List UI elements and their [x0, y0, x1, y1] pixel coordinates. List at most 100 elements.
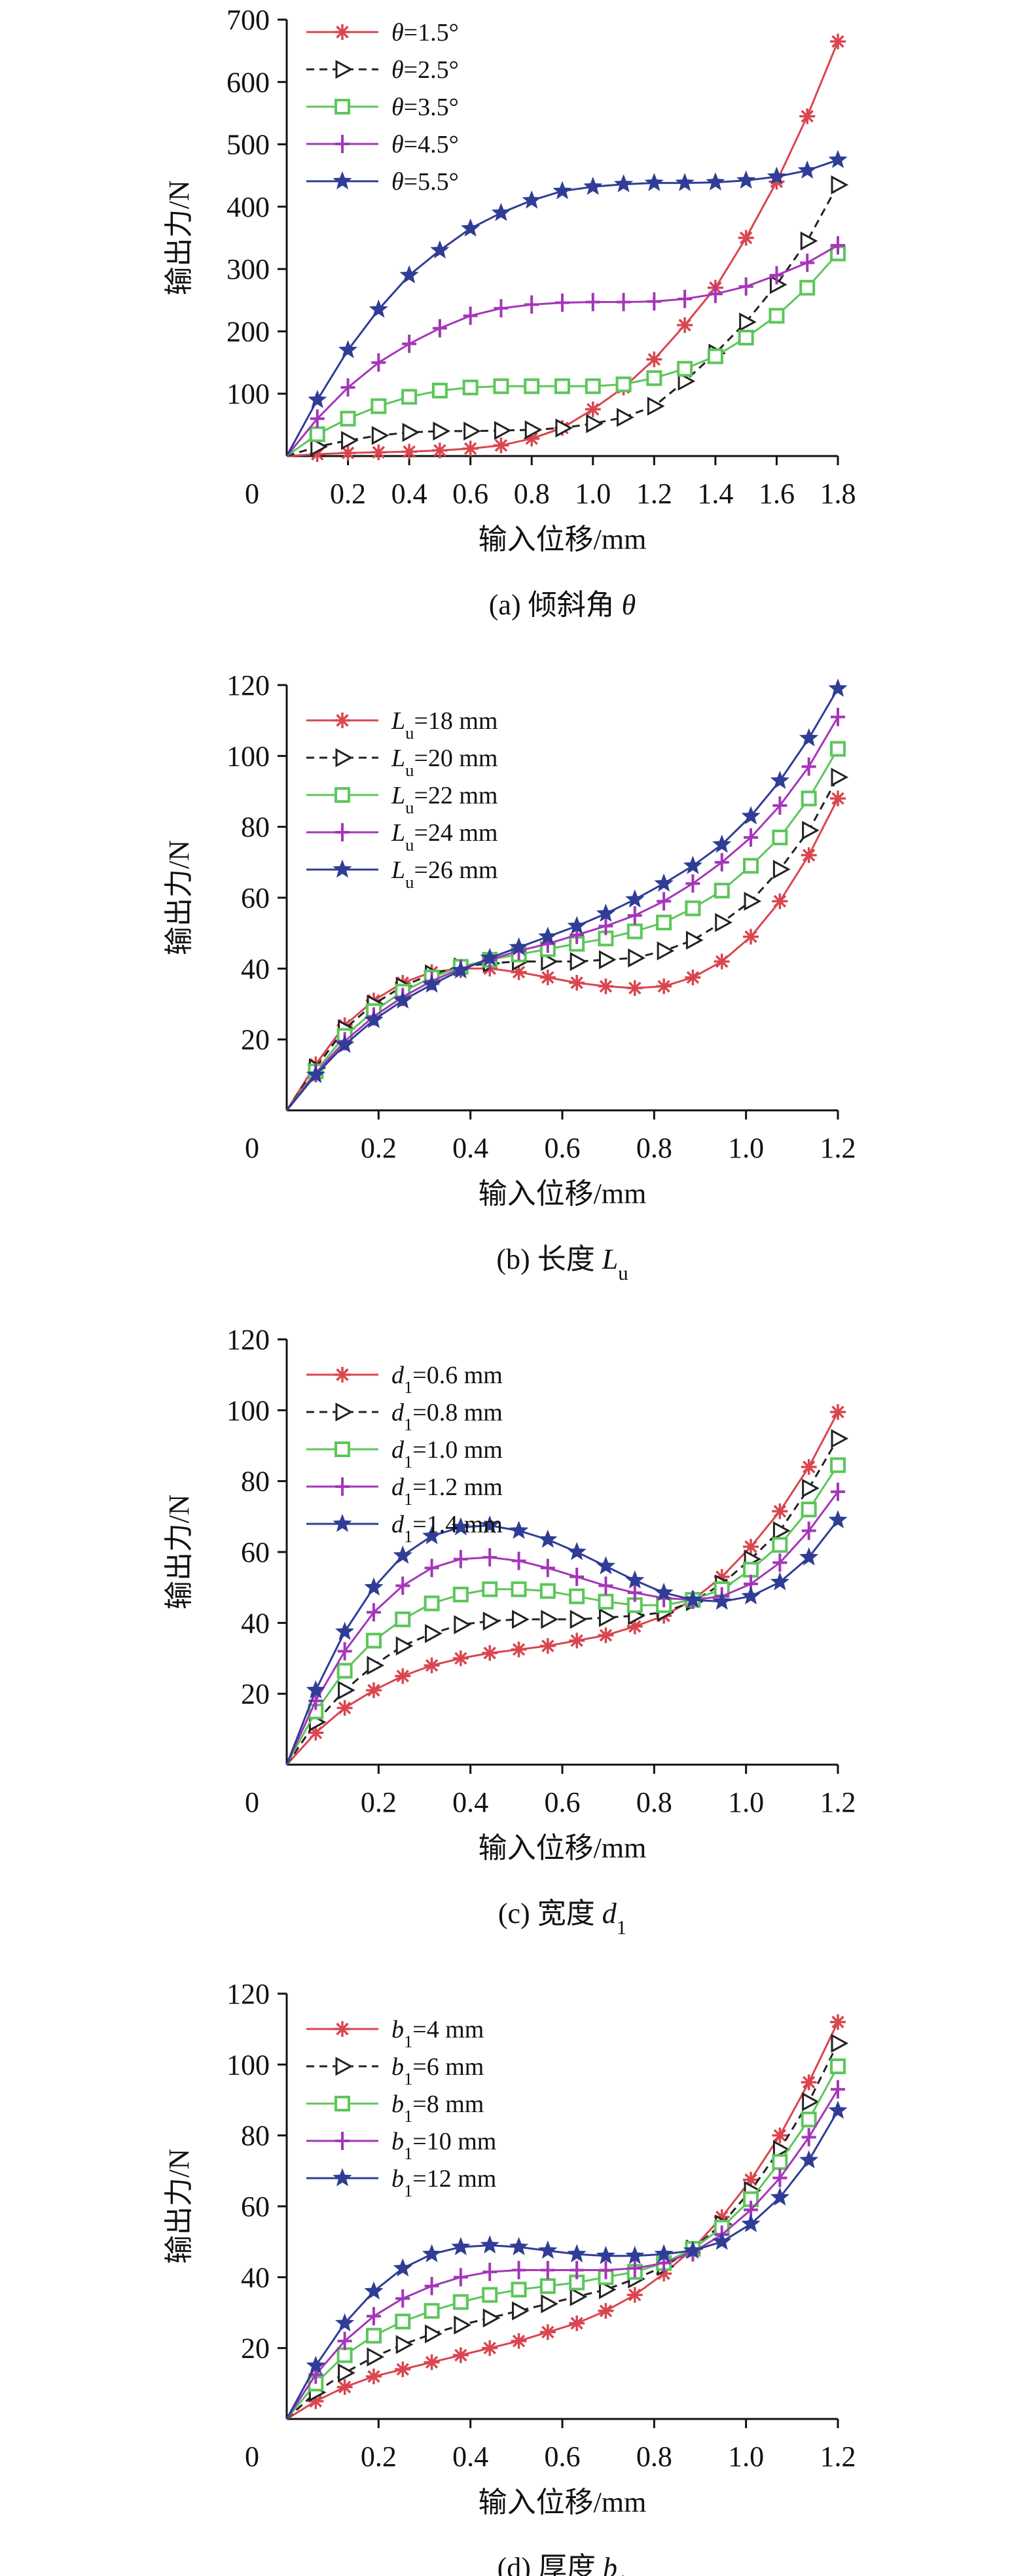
- legend-label-4-symbol: d: [391, 1473, 405, 1501]
- data-point: [452, 2347, 469, 2363]
- data-point: [538, 2240, 558, 2259]
- data-point: [627, 906, 642, 925]
- legend-label-1: d1=0.6 mm: [391, 1362, 503, 1397]
- legend-marker: [335, 823, 350, 841]
- legend-label-5-subscript: u: [405, 872, 414, 892]
- data-point: [598, 2303, 614, 2319]
- series-5: [285, 678, 848, 1111]
- data-point: [511, 2282, 527, 2298]
- data-point: [598, 1593, 614, 1610]
- data-point: [524, 378, 540, 395]
- series-4: [285, 707, 845, 1111]
- data-point: [596, 904, 616, 922]
- data-point: [741, 2214, 761, 2232]
- data-point: [364, 1010, 384, 1029]
- data-point: [422, 2244, 442, 2263]
- data-point: [511, 2333, 527, 2349]
- legend-marker: [335, 1367, 350, 1383]
- data-point: [540, 1559, 555, 1578]
- legend-label-5-value: =12 mm: [412, 2165, 496, 2193]
- data-point: [509, 2236, 529, 2255]
- data-point: [625, 2246, 645, 2265]
- legend-label-3: θ=3.5°: [391, 94, 459, 121]
- data-point: [678, 289, 693, 308]
- legend-label-4: Lu=24 mm: [391, 819, 497, 855]
- data-point: [522, 190, 541, 209]
- y-tick-label: 120: [226, 1324, 270, 1356]
- x-tick-label: 1.6: [759, 478, 795, 510]
- data-point: [685, 900, 701, 917]
- x-tick-label: 0.4: [452, 1786, 488, 1818]
- data-point: [482, 1548, 497, 1567]
- data-point: [647, 292, 662, 311]
- y-tick-label: 20: [241, 1024, 270, 1056]
- legend-marker: [333, 2168, 352, 2187]
- data-point: [615, 376, 632, 393]
- data-point: [799, 2150, 819, 2169]
- y-tick-label: 100: [226, 740, 270, 772]
- data-point: [739, 312, 757, 332]
- legend-label-5-subscript: 1: [404, 2181, 412, 2200]
- data-point: [714, 853, 729, 872]
- data-point: [712, 834, 732, 853]
- data-point: [683, 2240, 703, 2259]
- x-tick-label: 0.4: [391, 478, 427, 510]
- data-point: [800, 253, 815, 272]
- data-point: [801, 2074, 817, 2091]
- data-point: [625, 889, 645, 908]
- legend-label-3-value: =1.0 mm: [412, 1436, 503, 1464]
- data-point: [567, 915, 587, 934]
- legend-label-3-subscript: 1: [404, 1452, 412, 1472]
- data-point: [367, 1655, 385, 1675]
- legend-label-1-subscript: 1: [404, 2032, 412, 2051]
- legend-label-4-symbol: θ: [391, 131, 404, 158]
- x-axis-title: 输入位移/mm: [479, 1832, 647, 1864]
- chart-caption: (c) 宽度 d1: [498, 1897, 626, 1939]
- y-tick-label: 40: [241, 2261, 270, 2293]
- data-point: [371, 444, 387, 461]
- data-point: [585, 292, 600, 311]
- data-point: [371, 398, 387, 414]
- data-point: [453, 1549, 468, 1568]
- data-point: [708, 285, 723, 304]
- data-point: [772, 796, 787, 815]
- x-tick-label: 1.0: [575, 478, 611, 510]
- data-point: [482, 2287, 498, 2303]
- legend-marker: [335, 2056, 353, 2076]
- data-point: [366, 2306, 381, 2325]
- data-point: [424, 1559, 439, 1578]
- legend-label-4: θ=4.5°: [391, 131, 459, 158]
- data-point: [706, 172, 725, 191]
- data-point: [340, 445, 356, 461]
- legend-marker: [335, 1402, 353, 1422]
- legend-marker: [335, 1441, 350, 1457]
- origin-label: 0: [245, 1786, 259, 1818]
- legend-label-5-symbol: d: [391, 1511, 405, 1538]
- data-point: [512, 2301, 530, 2321]
- data-point: [365, 2369, 382, 2384]
- x-tick-label: 0.6: [545, 1786, 581, 1818]
- data-point: [365, 1632, 382, 1649]
- data-point: [454, 1615, 471, 1634]
- data-point: [511, 1641, 527, 1657]
- data-point: [494, 299, 509, 318]
- data-point: [830, 2058, 846, 2075]
- data-point: [770, 1572, 790, 1591]
- origin-label: 0: [245, 2441, 259, 2473]
- data-point: [741, 1586, 761, 1605]
- data-point: [767, 166, 787, 185]
- series-line: [285, 798, 839, 1111]
- data-point: [452, 1587, 469, 1602]
- series-2: [285, 2034, 849, 2420]
- data-point: [831, 2034, 849, 2053]
- data-point: [482, 1612, 501, 1631]
- legend-marker: [335, 99, 350, 115]
- legend-label-5-value: =26 mm: [414, 856, 497, 884]
- legend-label-2-symbol: b: [391, 2053, 404, 2081]
- legend-marker: [333, 171, 352, 190]
- data-point: [828, 678, 848, 697]
- legend-label-2-value: =2.5°: [404, 56, 459, 84]
- data-point: [683, 855, 703, 874]
- data-point: [743, 1562, 759, 1578]
- legend-marker: [335, 60, 353, 79]
